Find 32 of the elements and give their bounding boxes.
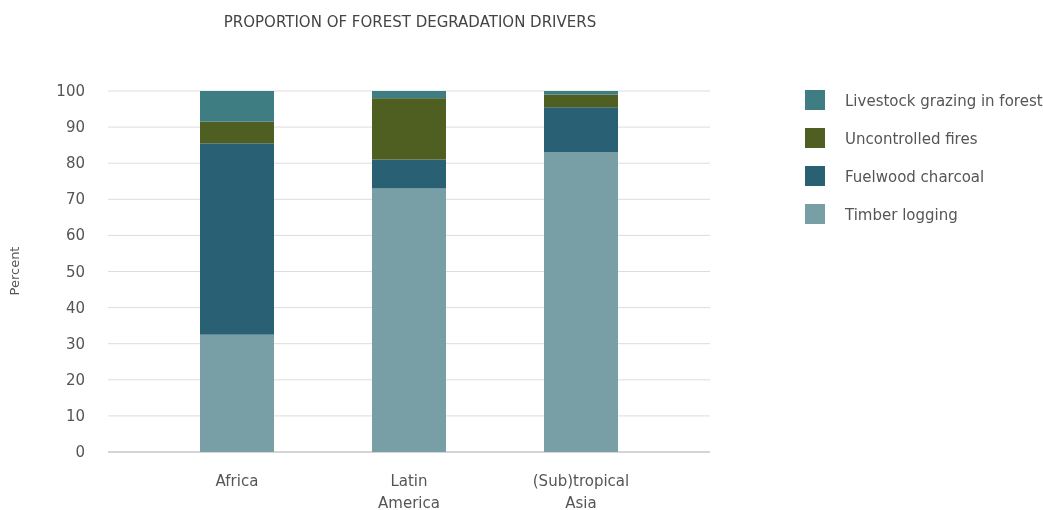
legend-label: Livestock grazing in forest	[845, 92, 1043, 110]
bar	[200, 334, 274, 452]
y-tick-label: 10	[65, 406, 85, 425]
y-tick-label: 100	[56, 82, 85, 100]
y-tick-label: 40	[65, 298, 85, 317]
bar	[372, 188, 446, 452]
legend-label: Fuelwood charcoal	[845, 168, 985, 186]
y-tick-label: 20	[65, 370, 85, 389]
x-tick-label: (Sub)tropical Asia	[532, 472, 630, 510]
bar	[372, 98, 446, 160]
bar	[544, 107, 618, 153]
y-tick-label: 30	[65, 334, 85, 353]
bar	[200, 143, 274, 335]
y-tick-label: 0	[75, 443, 85, 461]
y-tick-label: 60	[65, 226, 85, 245]
bar	[544, 152, 618, 452]
y-tick-label: 70	[65, 190, 85, 209]
bar	[544, 91, 618, 95]
bar	[372, 159, 446, 189]
y-axis-title: Percent	[7, 246, 22, 296]
legend-label: Timber logging	[844, 206, 958, 224]
bar	[200, 121, 274, 144]
x-tick-label: Africa	[215, 472, 259, 490]
bar	[544, 94, 618, 108]
legend-label: Uncontrolled fires	[845, 130, 978, 148]
bar	[200, 91, 274, 122]
x-tick-label: Latin America	[378, 472, 440, 510]
y-tick-label: 80	[65, 154, 85, 173]
bar	[372, 91, 446, 99]
y-tick-label: 90	[65, 118, 85, 137]
y-tick-label: 50	[65, 262, 85, 281]
chart-title: PROPORTION OF FOREST DEGRADATION DRIVERS	[223, 13, 597, 31]
